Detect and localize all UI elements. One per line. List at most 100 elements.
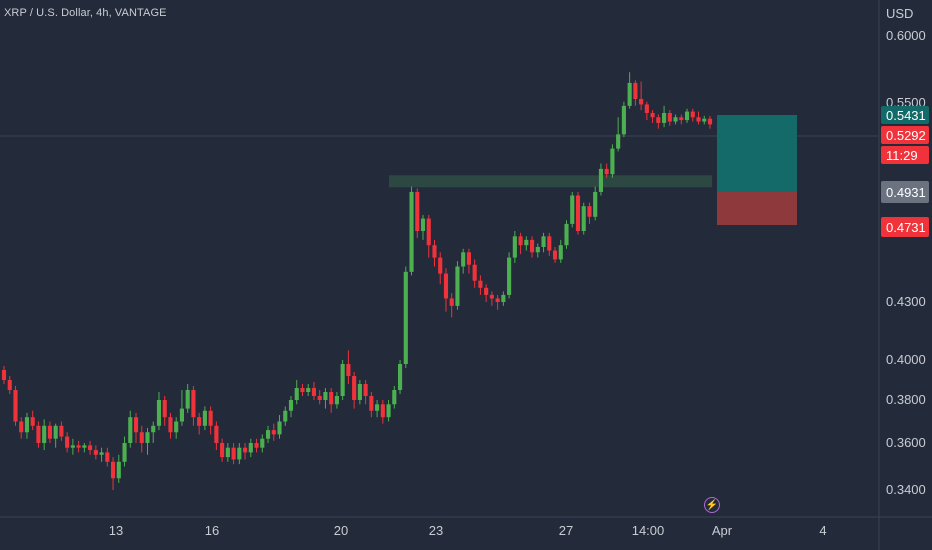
candle-body [621,105,626,135]
candle-body [575,195,581,231]
candle-body [656,117,661,123]
demand-zone [389,175,712,188]
price-tick-label: 0.3400 [886,482,926,497]
candle-body [168,417,173,433]
candle-body [294,388,299,400]
currency-label[interactable]: USD [886,6,914,21]
price-badge-entry-label: 0.4931 [886,185,926,200]
candle-body [375,404,380,411]
candle-body [156,400,162,426]
time-tick-label: Apr [712,523,733,538]
price-tick-label: 0.6000 [886,28,926,43]
price-tick-label: 0.4000 [886,352,926,367]
candle-body [311,388,317,396]
candle-body [231,447,236,460]
candle-body [673,117,678,122]
candle-body [329,392,334,405]
position-stop-zone[interactable] [717,192,797,225]
candle-body [70,445,75,448]
candle-body [254,443,259,448]
price-tick-label: 0.3800 [886,392,926,407]
candle-body [82,445,87,448]
price-tick-label: 0.4300 [886,294,926,309]
candle-body [449,298,454,306]
candle-body [627,82,632,106]
candle-body [346,364,351,376]
candle-body [185,390,190,409]
candle-body [42,425,47,443]
candle-body [122,443,127,462]
candle-body [13,390,18,422]
candle-body [558,245,563,260]
candle-body [202,410,207,426]
candle-body [403,271,408,364]
candle-body [53,425,58,439]
candle-body [593,191,598,217]
candle-body [162,400,167,418]
candle-body [306,388,311,392]
candle-body [570,195,575,224]
candle-body [409,191,414,272]
candle-body [702,118,707,122]
candle-body [352,376,357,400]
candle-body [472,264,477,281]
candle-body [174,421,179,433]
candle-body [552,250,558,260]
candle-body [426,218,431,246]
candle-body [277,421,282,435]
candle-body [547,236,552,251]
candle-body [323,392,328,400]
candle-body [397,364,403,390]
candle-body [420,218,426,231]
candle-body [524,239,529,246]
candle-body [128,417,133,443]
candle-body [220,443,225,458]
price-tick-label: 0.3600 [886,435,926,450]
candle-body [110,461,116,479]
time-tick-label: 16 [205,523,219,538]
candle-body [707,118,713,125]
candle-body [489,294,494,299]
candle-body [581,206,586,231]
candle-body [529,239,535,253]
candle-body [501,294,506,302]
price-badge-target-label: 0.5431 [886,108,926,123]
candle-body [484,287,489,295]
candle-body [340,364,345,396]
candle-body [36,425,41,443]
time-tick-label: 4 [819,523,826,538]
lightning-icon[interactable]: ⚡ [704,497,720,513]
candle-body [76,445,81,448]
candle-body [145,432,150,443]
price-badge-target[interactable] [881,106,929,124]
position-target-zone[interactable] [717,115,797,192]
candle-body [604,168,609,175]
candle-body [214,425,219,443]
time-tick-label: 27 [559,523,573,538]
candle-body [662,112,667,123]
price-badge-entry[interactable] [881,181,929,203]
candle-body [466,252,471,265]
candle-body [644,104,649,113]
candle-body [300,388,305,392]
candle-body [237,447,242,460]
candle-body [512,236,517,258]
candle-body [363,384,368,396]
candle-body [197,417,202,426]
candle-body [7,380,12,390]
candle-body [616,134,621,149]
time-tick-label: 20 [334,523,348,538]
candle-body [455,266,460,306]
candle-body [380,404,385,418]
candle-body [564,223,569,246]
price-badge-timer[interactable] [881,146,929,164]
candle-body [598,168,604,192]
price-badge-stop[interactable] [881,217,929,237]
candle-body [432,245,437,258]
candle-body [478,280,483,288]
candle-body [59,425,64,437]
price-badge-last[interactable] [881,126,929,144]
candle-body [334,396,339,405]
